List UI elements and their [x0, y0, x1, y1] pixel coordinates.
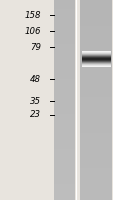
Text: 23: 23	[30, 110, 41, 119]
Text: 35: 35	[30, 97, 41, 106]
Text: 79: 79	[30, 43, 41, 51]
Text: 158: 158	[24, 10, 41, 20]
Text: 48: 48	[30, 74, 41, 84]
Text: 106: 106	[24, 26, 41, 36]
